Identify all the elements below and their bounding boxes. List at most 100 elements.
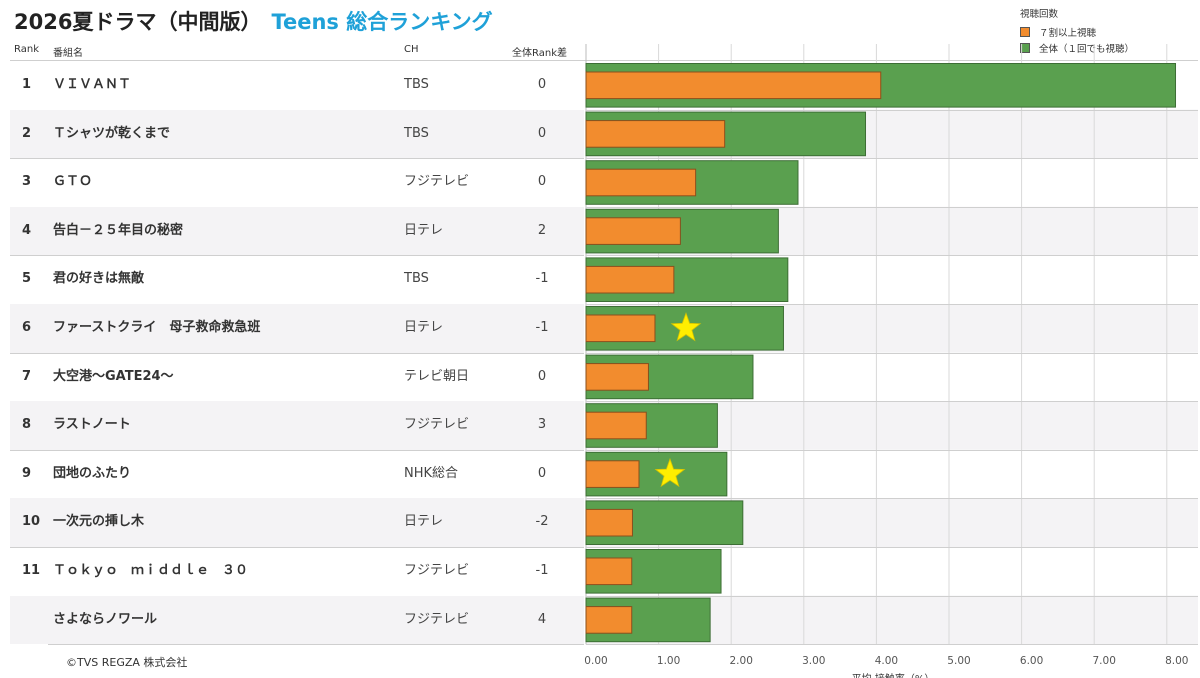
- program-name: 告白－２５年目の秘密: [53, 222, 184, 238]
- x-tick-label: 4.00: [875, 655, 898, 667]
- program-name: 大空港～GATE24～: [53, 368, 174, 384]
- bar-seventy: [585, 508, 633, 537]
- row-divider: [10, 450, 584, 451]
- channel-cell: TBS: [404, 271, 429, 287]
- legend-swatch-full: [1020, 43, 1030, 53]
- rank-cell: 6: [22, 320, 32, 335]
- rank-diff-cell: -2: [535, 514, 549, 530]
- table-row[interactable]: 8 ラストノート フジテレビ 3: [10, 401, 584, 450]
- table-row[interactable]: 1 ＶＩＶＡＮＴ TBS 0: [10, 61, 584, 110]
- program-name: Ｔシャツが乾くまで: [53, 125, 171, 141]
- x-tick-label: 3.00: [802, 655, 825, 667]
- channel-cell: 日テレ: [404, 320, 444, 335]
- rank-cell: 3: [22, 174, 32, 190]
- rank-cell: 4: [22, 222, 32, 238]
- bar-seventy: [585, 71, 882, 100]
- table-row[interactable]: 2 Ｔシャツが乾くまで TBS 0: [10, 109, 584, 159]
- bar-seventy: [585, 411, 647, 440]
- rank-diff-cell: 4: [537, 611, 547, 627]
- title-prefix: 2026夏ドラマ（中間版）: [14, 10, 262, 34]
- channel-cell: フジテレビ: [404, 611, 470, 627]
- rank-cell: 11: [22, 563, 41, 578]
- table-row[interactable]: 4 告白－２５年目の秘密 日テレ 2: [10, 206, 584, 256]
- channel-cell: フジテレビ: [404, 417, 470, 433]
- x-axis-label: 平均 接触率（%）: [852, 672, 935, 678]
- page-title: 2026夏ドラマ（中間版） Teens 総合ランキング: [14, 8, 493, 36]
- header-name[interactable]: 番組名: [53, 48, 83, 59]
- rank-cell: 2: [22, 125, 32, 141]
- rank-diff-cell: -1: [535, 320, 549, 335]
- program-name: さよならノワール: [53, 611, 158, 627]
- table-row[interactable]: 6 ファーストクライ 母子救命救急班 日テレ -1: [10, 304, 584, 353]
- header-rank[interactable]: Rank: [14, 44, 39, 55]
- channel-cell: 日テレ: [404, 514, 444, 530]
- program-name: 団地のふたり: [53, 465, 132, 481]
- x-tick-label: 5.00: [947, 655, 970, 667]
- channel-cell: フジテレビ: [404, 563, 470, 578]
- table-row[interactable]: 7 大空港～GATE24～ テレビ朝日 0: [10, 353, 584, 402]
- channel-cell: TBS: [404, 125, 429, 141]
- legend: 視聴回数 ７割以上視聴 全体（１回でも視聴）: [1020, 6, 1134, 56]
- bar-seventy: [585, 265, 675, 294]
- rank-diff-cell: 0: [537, 368, 547, 384]
- bar-seventy: [585, 120, 726, 148]
- channel-cell: テレビ朝日: [404, 368, 470, 384]
- x-tick-label: 0.00: [584, 655, 607, 667]
- header-ch[interactable]: CH: [404, 44, 419, 55]
- copyright: ©TVS REGZA 株式会社: [66, 656, 188, 669]
- rank-diff-cell: 2: [537, 222, 547, 238]
- program-name: 一次元の挿し木: [53, 514, 145, 530]
- channel-cell: フジテレビ: [404, 174, 470, 190]
- rank-cell: 8: [22, 417, 32, 433]
- bar-seventy: [585, 606, 633, 634]
- rank-diff-cell: 0: [537, 77, 547, 92]
- rank-diff-cell: 3: [537, 417, 547, 433]
- x-tick-label: 8.00: [1165, 655, 1188, 667]
- row-divider: [10, 353, 584, 354]
- rank-cell: 7: [22, 368, 32, 384]
- legend-label-full: 全体（１回でも視聴）: [1039, 44, 1135, 55]
- channel-cell: 日テレ: [404, 222, 444, 238]
- x-tick-label: 6.00: [1020, 655, 1043, 667]
- bar-seventy: [585, 217, 681, 245]
- program-name: ＶＩＶＡＮＴ: [53, 77, 132, 92]
- row-divider: [10, 255, 584, 256]
- rank-cell: 1: [22, 77, 32, 92]
- star-icon: [654, 457, 686, 488]
- rank-diff-cell: 0: [537, 174, 547, 190]
- table-row[interactable]: 9 団地のふたり NHK総合 0: [10, 450, 584, 499]
- rank-diff-cell: 0: [537, 125, 547, 141]
- bar-seventy: [585, 460, 640, 488]
- program-name: Ｔｏｋｙｏ ｍｉｄｄｌｅ ３０: [53, 563, 249, 578]
- rank-cell: 5: [22, 271, 32, 287]
- rank-diff-cell: 0: [537, 465, 547, 481]
- table-row[interactable]: さよならノワール フジテレビ 4: [10, 595, 584, 645]
- table-row[interactable]: 10 一次元の挿し木 日テレ -2: [10, 498, 584, 547]
- bar-seventy: [585, 314, 656, 343]
- legend-item-full[interactable]: 全体（１回でも視聴）: [1020, 40, 1134, 56]
- rank-cell: 10: [22, 514, 41, 530]
- program-name: ファーストクライ 母子救命救急班: [53, 320, 261, 335]
- row-divider: [48, 644, 584, 645]
- legend-swatch-seventy: [1020, 27, 1030, 37]
- legend-title: 視聴回数: [1020, 9, 1059, 20]
- row-divider: [10, 158, 584, 159]
- star-icon: [670, 312, 702, 342]
- channel-cell: NHK総合: [404, 465, 459, 481]
- legend-label-seventy: ７割以上視聴: [1039, 28, 1097, 39]
- table-row[interactable]: 11 Ｔｏｋｙｏ ｍｉｄｄｌｅ ３０ フジテレビ -1: [10, 547, 584, 596]
- program-name: ＧＴＯ: [53, 174, 93, 190]
- rank-diff-cell: -1: [535, 271, 549, 287]
- table-row[interactable]: 5 君の好きは無敵 TBS -1: [10, 255, 584, 304]
- row-divider: [10, 547, 584, 548]
- table-row[interactable]: 3 ＧＴＯ フジテレビ 0: [10, 158, 584, 207]
- bar-seventy: [585, 363, 649, 391]
- bar-seventy: [585, 168, 697, 197]
- header-divider: [10, 60, 1198, 61]
- legend-item-seventy[interactable]: ７割以上視聴: [1020, 24, 1134, 40]
- channel-cell: TBS: [404, 77, 429, 92]
- header-diff[interactable]: 全体Rank差: [512, 48, 567, 59]
- rank-cell: 9: [22, 465, 32, 481]
- rank-diff-cell: -1: [535, 563, 549, 578]
